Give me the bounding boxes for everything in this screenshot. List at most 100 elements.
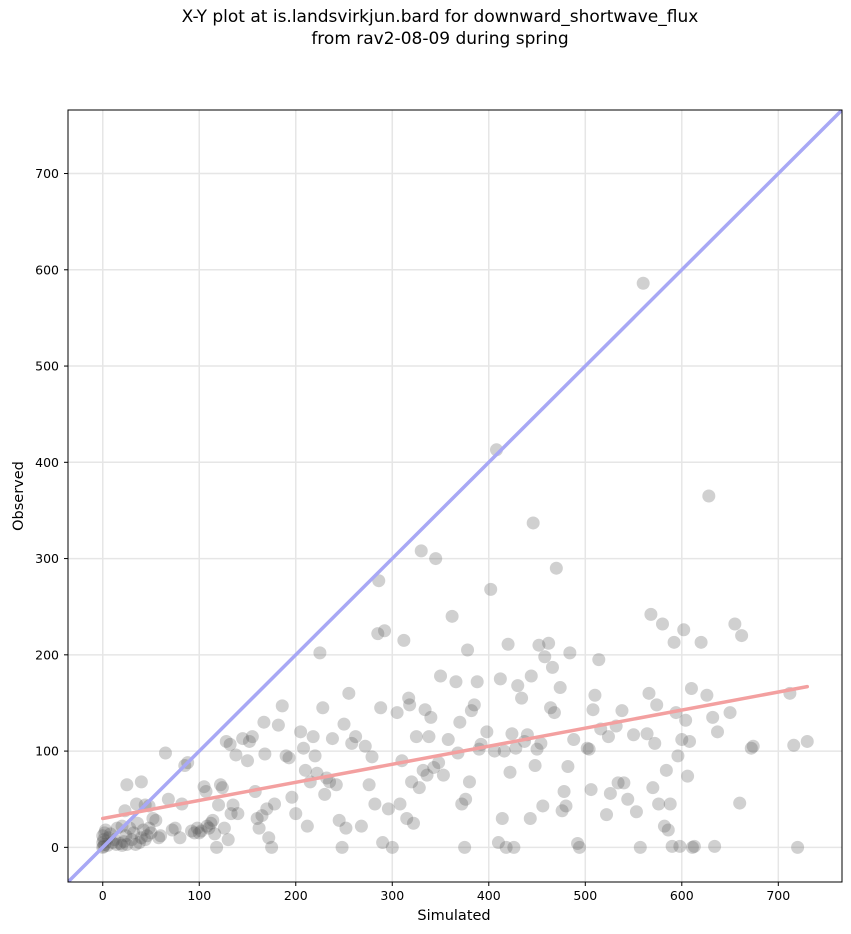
data-point	[567, 733, 581, 747]
reference-lines	[68, 110, 842, 882]
data-point	[501, 637, 515, 651]
data-point	[544, 701, 558, 715]
data-point	[99, 823, 113, 837]
data-point	[294, 725, 308, 739]
data-point	[687, 839, 701, 853]
data-point	[385, 840, 399, 854]
data-point	[414, 544, 428, 558]
data-point	[149, 813, 163, 827]
y-tick-label: 300	[35, 551, 59, 566]
data-point	[374, 701, 388, 715]
data-point	[381, 802, 395, 816]
data-point	[368, 797, 382, 811]
data-point	[800, 734, 814, 748]
data-point	[627, 728, 641, 742]
data-point	[134, 831, 148, 845]
y-tick-label: 700	[35, 166, 59, 181]
data-point	[652, 797, 666, 811]
data-point	[467, 698, 481, 712]
data-point	[136, 823, 150, 837]
data-point	[132, 836, 146, 850]
data-point	[588, 688, 602, 702]
data-point	[265, 840, 279, 854]
data-point	[787, 738, 801, 752]
data-point	[332, 813, 346, 827]
data-point	[708, 839, 722, 853]
data-point	[306, 730, 320, 744]
data-point	[436, 768, 450, 782]
data-point	[405, 775, 419, 789]
y-tick-label: 100	[35, 744, 59, 759]
data-point	[665, 839, 679, 853]
data-point	[424, 710, 438, 724]
x-tick-label: 700	[766, 888, 790, 903]
data-point	[728, 617, 742, 631]
data-point	[671, 749, 685, 763]
data-point	[204, 816, 218, 830]
chart-title-line-2: from rav2-08-09 during spring	[311, 29, 569, 49]
data-point	[563, 646, 577, 660]
data-point	[187, 826, 201, 840]
data-point	[257, 715, 271, 729]
data-point	[144, 826, 158, 840]
data-point	[427, 760, 441, 774]
x-tick-label: 600	[670, 888, 694, 903]
data-point	[488, 744, 502, 758]
data-point	[644, 607, 658, 621]
data-point	[119, 829, 133, 843]
data-point	[173, 831, 187, 845]
data-point	[325, 732, 339, 746]
data-point	[706, 710, 720, 724]
data-point	[621, 792, 635, 806]
data-point	[553, 681, 567, 695]
data-point	[673, 839, 687, 853]
chart-title: X-Y plot at is.landsvirkjun.bard for dow…	[0, 6, 851, 50]
data-point	[592, 653, 606, 667]
data-point	[534, 736, 548, 750]
data-point	[791, 840, 805, 854]
data-point	[584, 783, 598, 797]
data-point	[362, 778, 376, 792]
data-point	[289, 807, 303, 821]
data-point	[109, 837, 123, 851]
data-point	[702, 489, 716, 503]
data-point	[113, 836, 127, 850]
data-point	[219, 734, 233, 748]
data-point	[700, 688, 714, 702]
data-point	[526, 516, 540, 530]
data-point	[470, 675, 484, 689]
data-point	[497, 744, 511, 758]
x-tick-label: 200	[284, 888, 308, 903]
data-point	[202, 821, 216, 835]
data-point	[464, 704, 478, 718]
data-point	[422, 730, 436, 744]
data-point	[629, 805, 643, 819]
data-points	[96, 276, 814, 854]
data-point	[271, 718, 285, 732]
data-point	[165, 823, 179, 837]
data-point	[420, 768, 434, 782]
data-point	[655, 617, 669, 631]
data-point	[679, 713, 693, 727]
plot-frame	[67, 109, 843, 883]
y-tick-label: 500	[35, 359, 59, 374]
data-point	[101, 838, 115, 852]
data-point	[675, 733, 689, 747]
data-point	[461, 643, 475, 657]
data-point	[545, 660, 559, 674]
data-point	[345, 736, 359, 750]
data-point	[308, 749, 322, 763]
data-point	[226, 798, 240, 812]
data-point	[499, 840, 513, 854]
data-point	[258, 747, 272, 761]
data-point	[694, 635, 708, 649]
data-point	[335, 840, 349, 854]
data-point	[98, 826, 112, 840]
data-point	[657, 819, 671, 833]
data-point	[140, 829, 154, 843]
data-point	[300, 819, 314, 833]
data-point	[365, 750, 379, 764]
data-point	[667, 635, 681, 649]
data-point	[241, 754, 255, 768]
